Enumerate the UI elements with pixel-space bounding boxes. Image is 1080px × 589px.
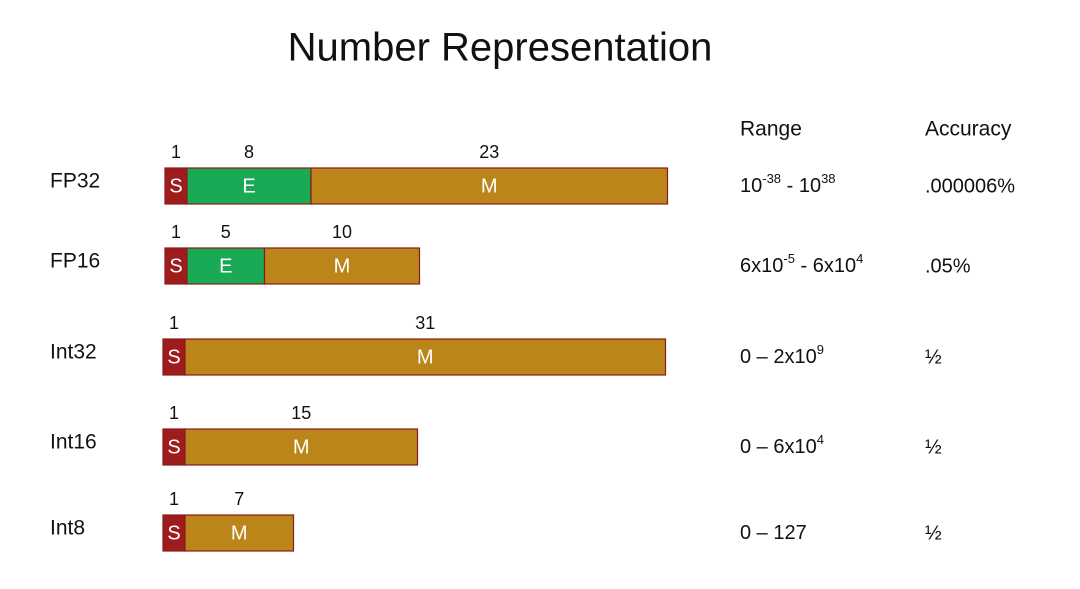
field-box [186,167,312,205]
row-label: FP32 [50,170,100,193]
range-header: Range [740,118,802,141]
accuracy-value: .000006% [925,175,1015,197]
field-letter: M [231,522,248,544]
range-text: 0 – 2x10 [740,346,817,368]
range-text: - 6x10 [795,255,856,277]
field-letter: S [169,175,182,197]
row-label: Int32 [50,341,97,364]
slide-title: Number Representation [288,26,713,70]
field-letter: E [219,255,232,277]
range-exponent: 38 [821,171,835,186]
range-exponent: 4 [817,432,824,447]
accuracy-header: Accuracy [925,118,1012,141]
range-text: 6x10 [740,255,783,277]
field-letter: S [167,436,180,458]
field-bits: 5 [221,222,231,242]
field-letter: S [167,346,180,368]
accuracy-value: ½ [925,346,942,368]
field-bits: 1 [171,222,181,242]
field-bits: 10 [332,222,352,242]
range-text: - 10 [781,175,821,197]
range-text: 10 [740,175,762,197]
range-value: 0 – 6x104 [740,432,824,458]
field-bits: 1 [169,313,179,333]
field-bits: 7 [234,489,244,509]
field-letter: M [334,255,351,277]
range-text: 0 – 6x10 [740,436,817,458]
field-letter: M [417,346,434,368]
field-bits: 1 [171,142,181,162]
range-exponent: -5 [783,251,795,266]
field-bits: 1 [169,489,179,509]
field-box [310,167,669,205]
field-letter: S [167,522,180,544]
field-bits: 31 [415,313,435,333]
row-label: Int8 [50,517,85,540]
field-box [263,247,421,285]
accuracy-value: ½ [925,436,942,458]
field-box [184,428,419,466]
row-label: Int16 [50,431,97,454]
range-value: 6x10-5 - 6x104 [740,251,863,277]
range-value: 0 – 127 [740,522,807,544]
range-exponent: 4 [856,251,863,266]
field-letter: M [481,175,498,197]
row-label: FP16 [50,250,100,273]
range-exponent: -38 [762,171,781,186]
field-bits: 23 [479,142,499,162]
accuracy-value: .05% [925,255,971,277]
accuracy-value: ½ [925,522,942,544]
field-box [184,338,667,376]
field-bits: 1 [169,403,179,423]
field-letter: M [293,436,310,458]
field-letter: E [242,175,255,197]
field-letter: S [169,255,182,277]
field-bits: 8 [244,142,254,162]
range-text: 0 – 127 [740,522,807,544]
range-value: 0 – 2x109 [740,342,824,368]
range-exponent: 9 [817,342,824,357]
field-bits: 15 [291,403,311,423]
field-box [184,514,295,552]
range-value: 10-38 - 1038 [740,171,836,197]
